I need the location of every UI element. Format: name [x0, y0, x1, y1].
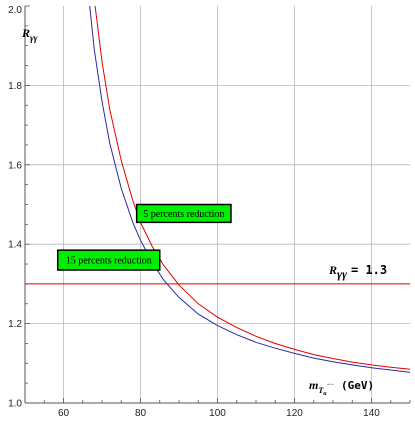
annotation-box-0	[135, 203, 232, 224]
annotation-label-1: 15 percents reduction	[66, 256, 152, 267]
y-tick-label: 1.2	[8, 319, 22, 330]
x-tick-label: 140	[363, 408, 380, 419]
y-tick-label: 1.0	[8, 399, 22, 410]
x-tick-label: 60	[58, 408, 70, 419]
y-tick-label: 1.4	[8, 240, 22, 251]
series-line-1	[89, 5, 411, 373]
threshold-symbol: R	[328, 263, 337, 277]
y-tick-label: 1.8	[8, 81, 22, 92]
x-tick-label: 80	[135, 408, 147, 419]
y-tick-label: 2.0	[8, 5, 22, 16]
series-group	[89, 5, 411, 373]
y-axis-subscript: γγ	[30, 33, 38, 43]
y-axis-symbol: R	[21, 26, 30, 40]
y-axis-label: Rγγ	[21, 26, 38, 43]
series-line-0	[94, 5, 411, 370]
x-tick-label: 100	[209, 408, 226, 419]
threshold-value: = 1.3	[351, 263, 387, 277]
x-axis-symbol: m	[309, 378, 318, 392]
annotations-group: 5 percents reduction 15 percents reductio…	[56, 203, 232, 271]
annotation-label-0: 5 percents reduction	[143, 209, 224, 220]
x-axis-label: mTu−−	[309, 378, 334, 397]
x-axis-subsubscript: u	[323, 391, 327, 397]
threshold-subscript: γγ	[337, 267, 347, 281]
threshold-label: Rγγ = 1.3	[328, 263, 387, 281]
x-axis-unit: (GeV)	[341, 379, 374, 392]
y-tick-label: 1.6	[8, 160, 22, 171]
x-axis-subscript: T	[318, 386, 324, 395]
x-tick-label: 120	[286, 408, 303, 419]
axes: 60 80 100 120 140 1.0 1.2 1.4 1.6 1.8 2.0	[8, 5, 411, 419]
x-axis-superscript: −−	[327, 382, 335, 388]
annotation-box-1	[56, 249, 161, 271]
